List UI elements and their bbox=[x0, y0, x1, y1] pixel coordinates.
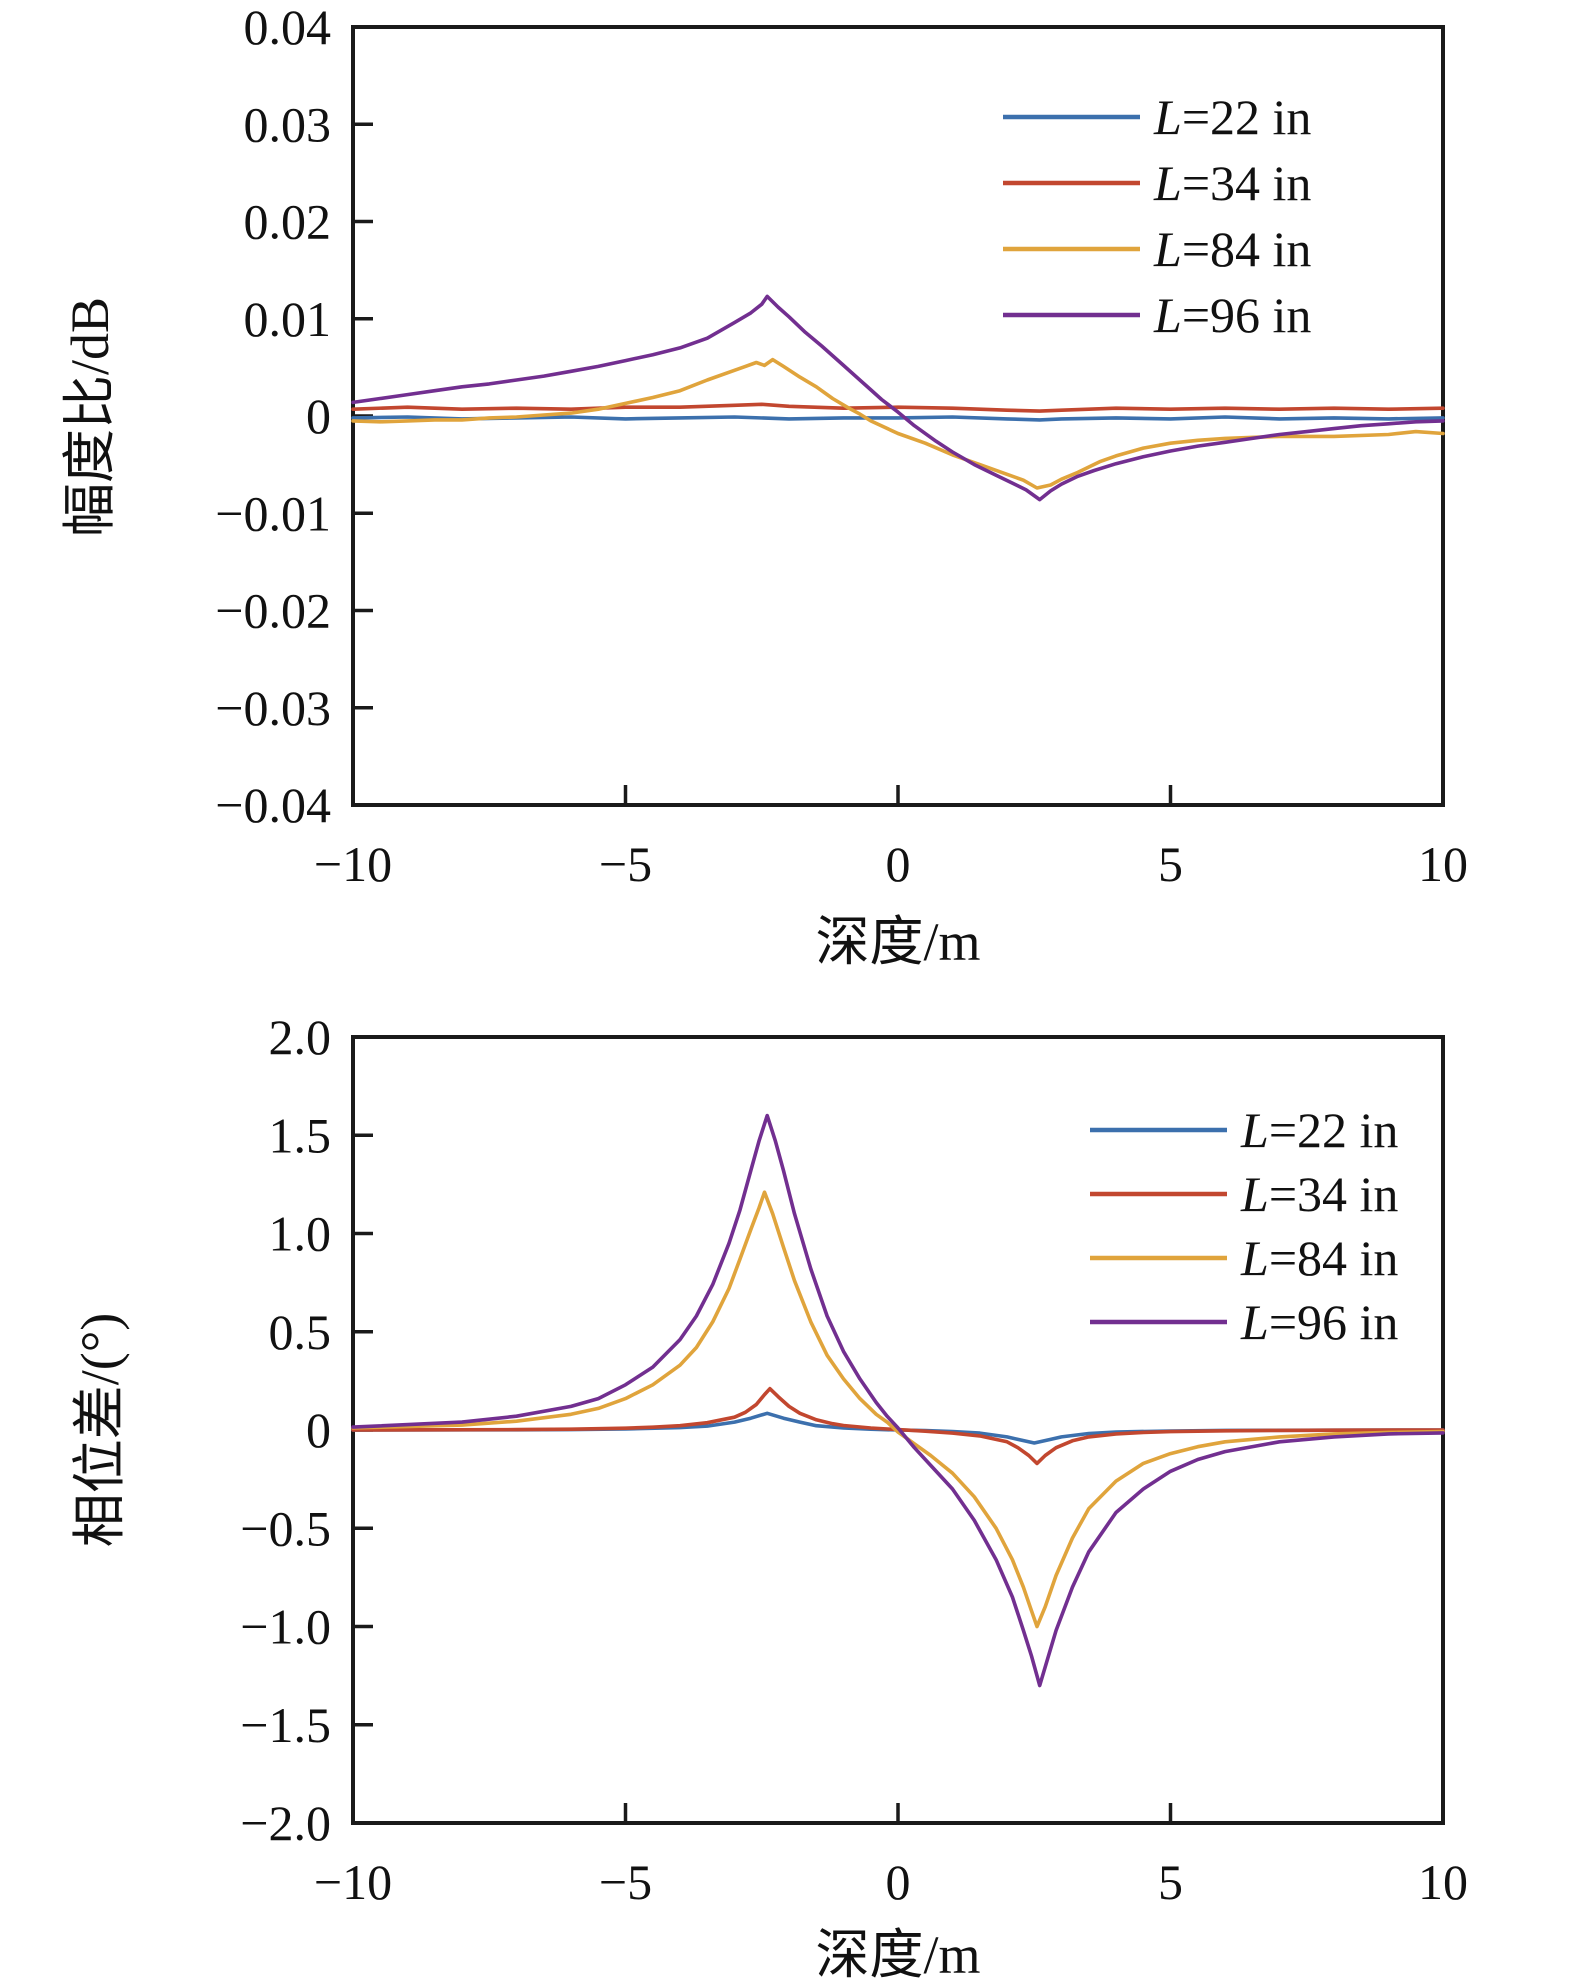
y-tick-label: 1.0 bbox=[269, 1206, 332, 1262]
y-tick-label: 0.5 bbox=[269, 1304, 332, 1360]
legend-label: L=96 in bbox=[1240, 1294, 1398, 1350]
legend-label: L=22 in bbox=[1153, 89, 1311, 145]
y-tick-label: 1.5 bbox=[269, 1107, 332, 1163]
x-tick-label: −5 bbox=[599, 836, 652, 892]
y-tick-label: −1.5 bbox=[240, 1697, 331, 1753]
y-tick-label: 0.04 bbox=[244, 0, 332, 55]
y-tick-label: 0 bbox=[306, 1402, 331, 1458]
series-line-L96in bbox=[351, 1113, 1445, 1688]
amplitude-x-axis-title: 深度/m bbox=[815, 912, 980, 972]
y-tick-label: −0.01 bbox=[215, 485, 331, 541]
x-tick-label: 5 bbox=[1158, 1854, 1183, 1910]
phase-x-axis-title: 深度/m bbox=[815, 1925, 980, 1981]
legend-label: L=84 in bbox=[1240, 1230, 1398, 1286]
y-tick-label: −2.0 bbox=[240, 1795, 331, 1851]
x-tick-label: 5 bbox=[1158, 836, 1183, 892]
series-line-L34in bbox=[351, 402, 1445, 413]
y-tick-label: 0.03 bbox=[244, 96, 332, 152]
phase-difference-chart: −10 −5 0 5 10 2.0 1.5 1.0 0.5 0 −0.5 −1.0 −1.5 −2.0 L=… bbox=[240, 1009, 1468, 1910]
y-tick-label: 2.0 bbox=[269, 1009, 332, 1065]
x-tick-label: 10 bbox=[1418, 1854, 1468, 1910]
y-tick-label: −0.04 bbox=[215, 777, 331, 833]
legend-label: L=96 in bbox=[1153, 287, 1311, 343]
series-line-L34in bbox=[351, 1386, 1445, 1466]
y-tick-label: −0.02 bbox=[215, 583, 331, 639]
x-tick-label: 0 bbox=[886, 836, 911, 892]
y-tick-label: −0.03 bbox=[215, 680, 331, 736]
y-tick-label: 0.02 bbox=[244, 194, 332, 250]
legend-label: L=84 in bbox=[1153, 221, 1311, 277]
series-line-L84in bbox=[351, 357, 1445, 490]
amplitude-y-axis-title: 幅度比/dB bbox=[60, 297, 120, 537]
x-tick-label: 10 bbox=[1418, 836, 1468, 892]
y-tick-label: 0 bbox=[306, 388, 331, 444]
phase-y-axis-title: 相位差/(°) bbox=[70, 1313, 130, 1548]
x-tick-label: 0 bbox=[886, 1854, 911, 1910]
legend-label: L=34 in bbox=[1240, 1166, 1398, 1222]
amplitude-ratio-chart: −10 −5 0 5 10 0.04 0.03 0.02 0.01 0 −0.01 −0.02 −0.0… bbox=[215, 0, 1468, 892]
x-tick-label: −10 bbox=[314, 1854, 392, 1910]
y-tick-label: −0.5 bbox=[240, 1500, 331, 1556]
series-line-L96in bbox=[351, 294, 1445, 502]
legend-label: L=34 in bbox=[1153, 155, 1311, 211]
x-tick-label: −5 bbox=[599, 1854, 652, 1910]
x-tick-label: −10 bbox=[314, 836, 392, 892]
series-line-L84in bbox=[351, 1190, 1445, 1629]
series-line-L22in bbox=[351, 415, 1445, 422]
y-tick-label: −1.0 bbox=[240, 1599, 331, 1655]
y-tick-label: 0.01 bbox=[244, 291, 332, 347]
legend-label: L=22 in bbox=[1240, 1102, 1398, 1158]
